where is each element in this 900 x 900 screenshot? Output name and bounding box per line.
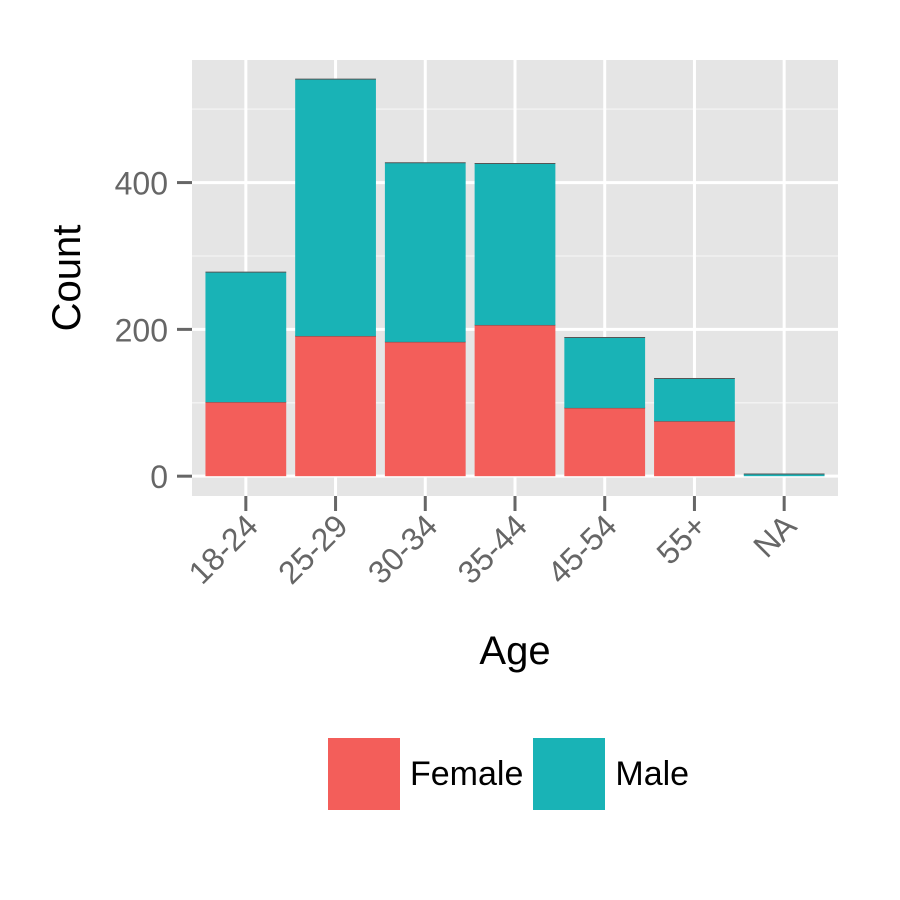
x-tick-label: 18-24 <box>181 507 264 590</box>
legend-swatch-male <box>533 738 606 810</box>
bar-male-45-54 <box>564 337 646 408</box>
y-tick-label: 200 <box>115 312 168 348</box>
x-tick-label: 30-34 <box>361 507 444 590</box>
x-tick-label: NA <box>746 507 803 564</box>
x-tick-label: 25-29 <box>271 507 354 590</box>
y-tick-label: 0 <box>150 459 168 495</box>
legend-label-male: Male <box>615 754 690 793</box>
bar-male-30-34 <box>384 162 466 342</box>
bar-male-35-44 <box>474 163 556 325</box>
x-axis-title: Age <box>479 629 550 673</box>
y-axis: 0 200 400 <box>115 166 192 495</box>
legend-item-male: Male <box>533 738 689 810</box>
x-tick-label: 45-54 <box>540 507 623 590</box>
bar-female-45-54 <box>564 407 646 477</box>
legend-swatch-female <box>328 738 400 810</box>
bars <box>205 78 825 477</box>
y-axis-title: Count <box>45 225 89 332</box>
bar-male-NA <box>743 473 825 477</box>
bar-male-18-24 <box>205 272 287 403</box>
bar-female-55+ <box>654 421 735 477</box>
x-axis: 18-24 25-29 30-34 35-44 45-54 55+ NA <box>181 496 804 591</box>
bar-male-55+ <box>654 378 735 422</box>
legend-label-female: Female <box>410 754 524 793</box>
bar-female-18-24 <box>205 402 287 477</box>
legend: Female Male <box>328 738 699 810</box>
bar-male-25-29 <box>295 79 376 336</box>
bar-female-35-44 <box>474 324 556 477</box>
legend-item-female: Female <box>328 738 523 810</box>
y-tick-label: 400 <box>115 166 168 202</box>
bar-female-30-34 <box>384 341 466 477</box>
x-tick-label: 35-44 <box>451 507 534 590</box>
x-tick-label: 55+ <box>650 507 714 571</box>
bar-female-25-29 <box>295 335 376 477</box>
